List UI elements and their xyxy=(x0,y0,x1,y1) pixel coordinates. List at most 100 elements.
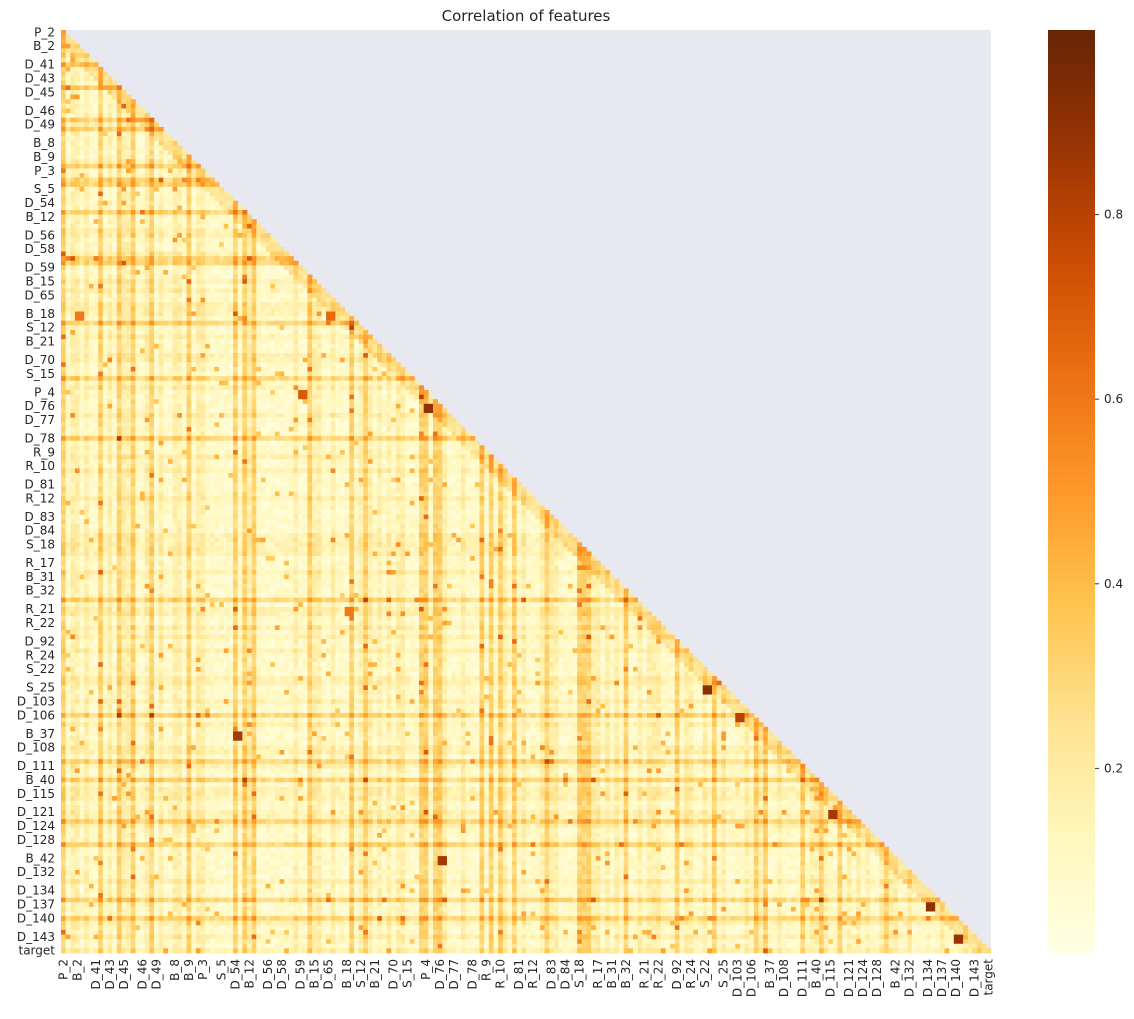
heatmap-cell xyxy=(79,371,85,377)
heatmap-row xyxy=(61,209,248,215)
heatmap-cell xyxy=(79,108,85,114)
heatmap-cell xyxy=(70,66,76,72)
heatmap-cell xyxy=(102,163,108,169)
heatmap-cell xyxy=(191,463,197,469)
heatmap-cell xyxy=(74,163,80,169)
heatmap-cell xyxy=(65,454,71,460)
heatmap-cell xyxy=(372,399,378,405)
heatmap-cell xyxy=(191,413,197,419)
heatmap-cell xyxy=(70,71,76,77)
heatmap-cell xyxy=(247,482,252,488)
heatmap-cell xyxy=(349,459,355,465)
heatmap-cell xyxy=(163,173,169,179)
heatmap-cell xyxy=(474,454,480,460)
heatmap-cell xyxy=(358,436,364,442)
heatmap-cell xyxy=(177,422,183,428)
heatmap-cell xyxy=(405,463,411,469)
heatmap-cell xyxy=(98,426,104,432)
heatmap-cell xyxy=(274,454,280,460)
heatmap-cell xyxy=(65,403,71,409)
heatmap-cell xyxy=(316,302,322,308)
heatmap-cell xyxy=(102,237,108,243)
heatmap-cell xyxy=(65,94,71,100)
heatmap-cell xyxy=(405,389,411,395)
heatmap-cell xyxy=(98,136,104,142)
heatmap-cell xyxy=(363,339,369,345)
heatmap-cell xyxy=(367,399,373,405)
heatmap-cell xyxy=(154,233,159,239)
heatmap-cell xyxy=(405,385,411,391)
heatmap-cell xyxy=(209,256,215,262)
heatmap-cell xyxy=(288,297,294,303)
heatmap-cell xyxy=(195,334,201,340)
heatmap-cell xyxy=(395,431,401,437)
heatmap-cell xyxy=(65,113,71,119)
heatmap-cell xyxy=(228,260,234,266)
heatmap-cell xyxy=(428,436,434,442)
heatmap-cell xyxy=(191,334,197,340)
heatmap-cell xyxy=(228,394,234,400)
heatmap-cell xyxy=(144,177,150,183)
heatmap-cell xyxy=(349,334,355,340)
heatmap-cell xyxy=(284,445,290,451)
heatmap-cell xyxy=(335,302,341,308)
heatmap-cell xyxy=(270,399,276,405)
heatmap-cell xyxy=(112,283,118,289)
heatmap-cell xyxy=(274,385,280,391)
heatmap-cell xyxy=(335,408,341,414)
heatmap-cell xyxy=(98,371,104,377)
heatmap-cell xyxy=(135,145,141,151)
heatmap-cell xyxy=(340,325,345,331)
heatmap-cell xyxy=(200,228,206,234)
heatmap-cell xyxy=(195,440,201,446)
heatmap-cell xyxy=(140,196,146,202)
heatmap-cell xyxy=(242,246,248,252)
heatmap-cell xyxy=(112,463,118,469)
heatmap-row xyxy=(61,200,239,206)
heatmap-cell xyxy=(363,343,369,349)
heatmap-cell xyxy=(419,431,425,437)
heatmap-cell xyxy=(312,311,318,317)
heatmap-cell xyxy=(233,468,239,474)
heatmap-cell xyxy=(247,431,252,437)
heatmap-cell xyxy=(358,376,364,382)
heatmap-cell xyxy=(446,445,452,451)
heatmap-cell xyxy=(200,265,206,271)
heatmap-cell xyxy=(177,288,183,294)
heatmap-cell xyxy=(195,353,201,359)
heatmap-cell xyxy=(121,196,127,202)
heatmap-row xyxy=(61,131,169,137)
heatmap-cell xyxy=(214,329,220,335)
heatmap-cell xyxy=(140,159,146,165)
heatmap-cell xyxy=(140,436,146,442)
heatmap-cell xyxy=(219,265,225,271)
heatmap-cell xyxy=(312,385,318,391)
heatmap-cell xyxy=(102,482,108,488)
heatmap-cell xyxy=(177,223,183,229)
heatmap-cell xyxy=(223,408,229,414)
heatmap-cell xyxy=(130,140,136,146)
heatmap-cell xyxy=(330,417,336,423)
heatmap-cell xyxy=(330,413,336,419)
heatmap-cell xyxy=(163,209,169,215)
heatmap-cell xyxy=(167,440,173,446)
heatmap-cell xyxy=(112,99,118,105)
heatmap-cell xyxy=(144,362,150,368)
heatmap-cell xyxy=(219,436,225,442)
heatmap-cell xyxy=(488,463,494,469)
heatmap-cell xyxy=(307,306,313,312)
heatmap-cell xyxy=(219,246,225,252)
heatmap-cell xyxy=(158,293,164,299)
heatmap-cell xyxy=(84,477,90,483)
heatmap-cell xyxy=(177,357,183,363)
heatmap-cell xyxy=(321,394,327,400)
heatmap-cell xyxy=(358,445,364,451)
heatmap-cell xyxy=(423,426,429,432)
heatmap-cell xyxy=(98,122,104,128)
heatmap-cell xyxy=(288,334,294,340)
heatmap-cell xyxy=(130,242,136,248)
heatmap-cell xyxy=(479,459,485,465)
heatmap-cell xyxy=(98,422,104,428)
heatmap-cell xyxy=(158,389,164,395)
heatmap-cell xyxy=(102,246,108,252)
